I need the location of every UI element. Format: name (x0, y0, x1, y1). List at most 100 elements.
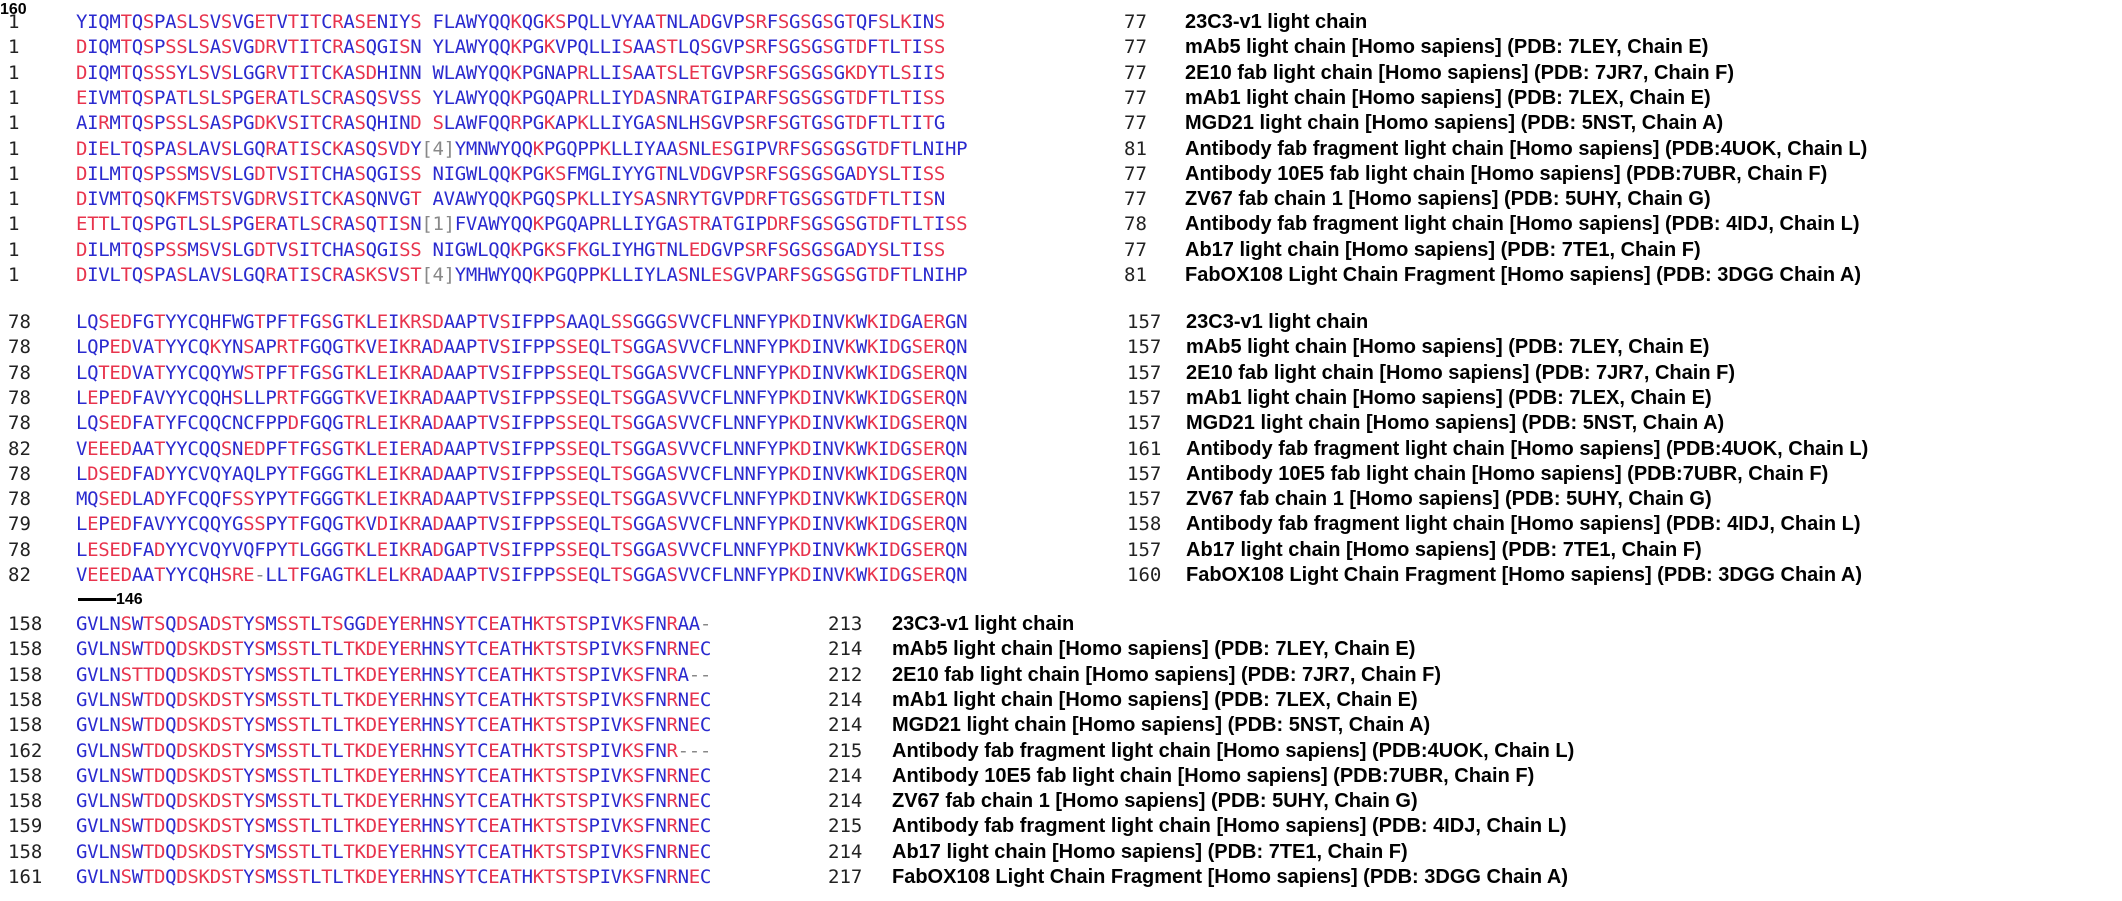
start-position: 161 (8, 866, 43, 888)
sequence-label: Antibody 10E5 fab light chain [Homo sapi… (1186, 462, 1829, 485)
sequence: LDSEDFADYYCVQYAQLPYTFGGGTKLEIKRADAAPTVSI… (76, 462, 968, 485)
position-marker-line (78, 598, 116, 602)
start-position: 158 (8, 638, 43, 661)
end-position: 77 (1124, 238, 1147, 261)
end-position: 157 (1127, 488, 1162, 511)
sequence-label: mAb1 light chain [Homo sapiens] (PDB: 7L… (892, 688, 1418, 711)
sequence: EIVMTQSPATLSLSPGERATLSCRASQSVSS YLAWYQQK… (76, 86, 945, 109)
sequence-label: ZV67 fab chain 1 [Homo sapiens] (PDB: 5U… (1185, 188, 1711, 211)
position-marker: 146 (78, 590, 143, 610)
end-position: 157 (1127, 311, 1162, 333)
sequence-label: mAb5 light chain [Homo sapiens] (PDB: 7L… (892, 638, 1416, 661)
sequence: GVLNSWTDQDSKDSTYSMSSTLTLTKDEYERHNSYTCEAT… (76, 638, 712, 661)
sequence-label: Antibody fab fragment light chain [Homo … (1185, 213, 1860, 236)
end-position: 160 (1127, 564, 1162, 586)
start-position: 78 (8, 336, 31, 359)
sequence-label: mAb1 light chain [Homo sapiens] (PDB: 7L… (1185, 86, 1711, 109)
end-position: 157 (1127, 361, 1162, 384)
sequence: DIQMTQSPSSLSASVGDRVTITCRASQGISN YLAWYQQK… (76, 36, 945, 59)
sequence-label: FabOX108 Light Chain Fragment [Homo sapi… (1186, 564, 1862, 586)
sequence-label: MGD21 light chain [Homo sapiens] (PDB: 5… (892, 714, 1431, 737)
sequence: LEPEDFAVYYCQQHSLLPRTFGGGTKVEIKRADAAPTVSI… (76, 386, 968, 409)
end-position: 214 (828, 638, 863, 661)
start-position: 78 (8, 311, 31, 333)
start-position: 1 (8, 162, 20, 185)
start-position: 1 (8, 213, 20, 236)
end-position: 157 (1127, 462, 1162, 485)
sequence: GVLNSWTDQDSKDSTYSMSSTLTLTKDEYERHNSYTCEAT… (76, 764, 712, 787)
sequence: DIQMTQSSSYLSVSLGGRVTITCKASDHINN WLAWYQQK… (76, 61, 945, 84)
end-position: 214 (828, 714, 863, 737)
end-position: 77 (1124, 61, 1147, 84)
sequence-label: Antibody 10E5 fab light chain [Homo sapi… (1185, 162, 1828, 185)
end-position: 77 (1124, 86, 1147, 109)
sequence: DILMTQSPSSMSVSLGDTVSITCHASQGISS NIGWLQQK… (76, 162, 945, 185)
sequence-label: Antibody fab fragment light chain [Homo … (1186, 513, 1861, 536)
sequence-label: Antibody fab fragment light chain [Homo … (1186, 437, 1869, 460)
end-position: 77 (1124, 112, 1147, 135)
start-position: 79 (8, 513, 31, 536)
start-position: 78 (8, 488, 31, 511)
start-position: 78 (8, 361, 31, 384)
sequence-label: Antibody 10E5 fab light chain [Homo sapi… (892, 764, 1535, 787)
end-position: 81 (1124, 137, 1147, 160)
end-position: 157 (1127, 412, 1162, 435)
start-position: 158 (8, 714, 43, 737)
start-position: 158 (8, 613, 43, 635)
sequence: LQPEDVATYYCQKYNSAPRTFGQGTKVEIKRADAAPTVSI… (76, 336, 968, 359)
position-marker-label: 146 (116, 591, 143, 608)
sequence-label: FabOX108 Light Chain Fragment [Homo sapi… (892, 866, 1568, 888)
sequence: GVLNSWTDQDSKDSTYSMSSTLTLTKDEYERHNSYTCEAT… (76, 840, 712, 863)
start-position: 158 (8, 663, 43, 686)
sequence-label: Antibody fab fragment light chain [Homo … (1185, 137, 1868, 160)
sequence-label: Antibody fab fragment light chain [Homo … (892, 815, 1567, 838)
sequence: GVLNSWTDQDSKDSTYSMSSTLTLTKDEYERHNSYTCEAT… (76, 866, 712, 888)
sequence: GVLNSWTDQDSKDSTYSMSSTLTLTKDEYERHNSYTCEAT… (76, 790, 712, 813)
end-position: 157 (1127, 336, 1162, 359)
end-position: 77 (1124, 36, 1147, 59)
sequence-label: 23C3-v1 light chain (892, 613, 1075, 635)
end-position: 161 (1127, 437, 1162, 460)
start-position: 78 (8, 386, 31, 409)
start-position: 158 (8, 688, 43, 711)
start-position: 158 (8, 764, 43, 787)
end-position: 217 (828, 866, 863, 888)
sequence: GVLNSTTDQDSKDSTYSMSSTLTLTKDEYERHNSYTCEAT… (76, 663, 712, 686)
sequence-label: Ab17 light chain [Homo sapiens] (PDB: 7T… (1185, 238, 1701, 261)
sequence: GVLNSWTDQDSKDSTYSMSSTLTLTKDEYERHNSYTCEAT… (76, 815, 712, 838)
start-position: 1 (8, 264, 20, 286)
sequence: DIVLTQSPASLAVSLGQRATISCRASKSVST[4]YMHWYQ… (76, 264, 968, 286)
sequence-label: mAb5 light chain [Homo sapiens] (PDB: 7L… (1185, 36, 1709, 59)
end-position: 214 (828, 764, 863, 787)
end-position: 158 (1127, 513, 1162, 536)
sequence-label: ZV67 fab chain 1 [Homo sapiens] (PDB: 5U… (1186, 488, 1712, 511)
sequence-label: mAb1 light chain [Homo sapiens] (PDB: 7L… (1186, 386, 1712, 409)
start-position: 78 (8, 412, 31, 435)
end-position: 212 (828, 663, 863, 686)
end-position: 77 (1124, 188, 1147, 211)
sequence-label: Antibody fab fragment light chain [Homo … (892, 739, 1575, 762)
sequence-label: ZV67 fab chain 1 [Homo sapiens] (PDB: 5U… (892, 790, 1418, 813)
end-position: 215 (828, 739, 863, 762)
sequence-label: 2E10 fab light chain [Homo sapiens] (PDB… (1186, 361, 1735, 384)
sequence: DIVMTQSQKFMSTSVGDRVSITCKASQNVGT AVAWYQQK… (76, 188, 945, 211)
sequence-label: Ab17 light chain [Homo sapiens] (PDB: 7T… (1186, 538, 1702, 561)
end-position: 213 (828, 613, 863, 635)
end-position: 77 (1124, 11, 1147, 33)
start-position: 158 (8, 840, 43, 863)
sequence: VEEEDAATYYCQHSRE-LLTFGAGTKLELKRADAAPTVSI… (76, 564, 968, 586)
sequence: LESEDFADYYCVQYVQFPYTLGGGTKLEIKRADGAPTVSI… (76, 538, 968, 561)
sequence: ETTLTQSPGTLSLSPGERATLSCRASQTISN[1]FVAWYQ… (76, 213, 968, 236)
sequence-label: MGD21 light chain [Homo sapiens] (PDB: 5… (1186, 412, 1725, 435)
sequence: MQSEDLADYFCQQFSSYPYTFGGGTKLEIKRADAAPTVSI… (76, 488, 968, 511)
start-position: 78 (8, 462, 31, 485)
end-position: 214 (828, 840, 863, 863)
start-position: 1 (8, 86, 20, 109)
start-position: 82 (8, 564, 31, 586)
sequence-label: 2E10 fab light chain [Homo sapiens] (PDB… (892, 663, 1441, 686)
start-position: 1 (8, 36, 20, 59)
start-position: 1 (8, 11, 20, 33)
start-position: 1 (8, 238, 20, 261)
sequence: DIELTQSPASLAVSLGQRATISCKASQSVDY[4]YMNWYQ… (76, 137, 968, 160)
sequence-label: FabOX108 Light Chain Fragment [Homo sapi… (1185, 264, 1861, 286)
